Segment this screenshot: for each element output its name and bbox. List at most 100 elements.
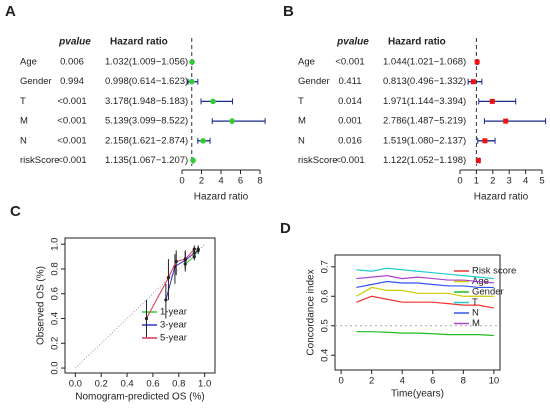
y-tick-label: 0.7 <box>320 260 331 273</box>
hr-point <box>229 118 235 124</box>
pvalue-header: pvalue <box>336 37 369 48</box>
hr-point <box>474 59 480 65</box>
row-label: Gender <box>20 76 52 87</box>
plot-frame <box>334 254 501 371</box>
y-tick-label: 0.6 <box>320 290 331 303</box>
x-tick-label: 2 <box>369 376 374 387</box>
hr-point <box>189 59 195 65</box>
row-label: T <box>20 96 26 107</box>
x-tick-label: 2 <box>490 176 495 187</box>
x-tick-label: 0 <box>457 176 462 187</box>
hr-label: 0.998(0.614−1.623) <box>105 76 188 87</box>
plot-frame <box>64 237 216 374</box>
calibration-point <box>166 276 171 280</box>
x-tick-label: 0.2 <box>95 379 108 390</box>
hr-label: 1.044(1.021−1.068) <box>383 57 466 68</box>
row-label: N <box>298 135 305 146</box>
y-tick-label: 1.0 <box>50 238 61 251</box>
hr-point <box>470 79 476 85</box>
y-tick-label: 0.2 <box>50 337 61 350</box>
panel-label: D <box>280 220 291 237</box>
pvalue: <0.001 <box>335 155 364 166</box>
hr-point <box>200 138 206 144</box>
calibration-point <box>144 316 149 321</box>
hr-point <box>503 118 509 124</box>
panel-label: C <box>10 203 21 220</box>
panel-label: A <box>5 3 16 20</box>
pvalue: <0.001 <box>57 96 86 107</box>
row-label: Age <box>298 57 315 68</box>
x-tick-label: 4 <box>400 376 405 387</box>
panel-label: B <box>283 3 294 20</box>
row-label: M <box>20 116 28 127</box>
y-axis-title: Concordance index <box>306 269 317 355</box>
y-axis-title: Observed OS (%) <box>36 266 47 345</box>
x-tick-label: 0 <box>179 176 184 187</box>
pvalue: 0.001 <box>338 116 362 127</box>
row-label: Gender <box>298 76 330 87</box>
x-tick-label: 4 <box>218 176 223 187</box>
row-label: M <box>298 116 306 127</box>
y-tick-label: 0.4 <box>320 349 331 362</box>
calibration-point <box>183 257 187 261</box>
calibration-point <box>192 247 196 251</box>
series-line <box>356 331 494 337</box>
x-tick-label: 0.8 <box>172 379 185 390</box>
series-line <box>356 280 494 289</box>
hr-header: Hazard ratio <box>388 37 446 48</box>
hr-label: 2.158(1.621−2.874) <box>105 135 188 146</box>
x-tick-label: 0.0 <box>69 379 82 390</box>
hr-point <box>210 98 216 105</box>
pvalue-header: pvalue <box>58 37 91 48</box>
x-tick-label: 2 <box>199 176 204 187</box>
pvalue: <0.001 <box>57 155 86 166</box>
row-label: riskScore <box>298 155 338 166</box>
legend-label: T <box>472 297 478 308</box>
row-label: riskScore <box>20 155 60 166</box>
x-tick-label: 8 <box>461 376 466 387</box>
y-tick-label: 0.5 <box>320 319 331 332</box>
y-tick-label: 0.0 <box>50 361 61 374</box>
hr-label: 1.135(1.067−1.207) <box>105 155 188 166</box>
x-tick-label: 1.0 <box>198 379 211 390</box>
pvalue: <0.001 <box>57 135 86 146</box>
hr-label: 1.519(1.080−2.137) <box>383 135 466 146</box>
pvalue: <0.001 <box>57 116 86 127</box>
x-axis-title: Hazard ratio <box>474 192 529 203</box>
calibration-point <box>164 298 168 302</box>
hr-point <box>475 158 481 163</box>
x-tick-label: 8 <box>257 176 262 187</box>
pvalue: 0.411 <box>338 76 361 87</box>
x-tick-label: 5 <box>539 176 544 187</box>
x-tick-label: 0.4 <box>120 379 133 390</box>
y-tick-label: 0.6 <box>50 287 61 300</box>
hr-label: 0.813(0.496−1.332) <box>383 76 466 87</box>
calibration-point <box>196 248 200 252</box>
x-tick-label: 0.6 <box>146 379 159 390</box>
x-tick-label: 1 <box>474 176 479 187</box>
x-tick-label: 6 <box>430 376 435 387</box>
hr-label: 1.032(1.009−1.056) <box>105 57 188 68</box>
calibration-point <box>174 259 178 264</box>
hr-label: 1.971(1.144−3.394) <box>383 96 466 107</box>
hr-label: 1.122(1.052−1.198) <box>383 155 466 166</box>
legend-label: 5-year <box>160 333 187 344</box>
pvalue: 0.994 <box>60 76 84 87</box>
pvalue: <0.001 <box>335 57 364 68</box>
x-axis-title: Time(years) <box>391 389 444 400</box>
x-axis-title: Hazard ratio <box>194 192 249 203</box>
legend-label: M <box>472 318 480 329</box>
hr-point <box>188 78 195 85</box>
series-line <box>356 275 494 284</box>
series-line <box>356 295 495 309</box>
x-tick-label: 0 <box>338 376 343 387</box>
hr-point <box>190 157 196 164</box>
series-line <box>356 286 494 297</box>
x-tick-label: 10 <box>489 376 500 387</box>
legend-label: 3-year <box>160 320 187 331</box>
x-tick-label: 3 <box>507 176 512 187</box>
hr-label: 2.786(1.487−5.219) <box>383 116 466 127</box>
y-tick-label: 0.4 <box>50 312 61 325</box>
series-line <box>356 267 494 280</box>
